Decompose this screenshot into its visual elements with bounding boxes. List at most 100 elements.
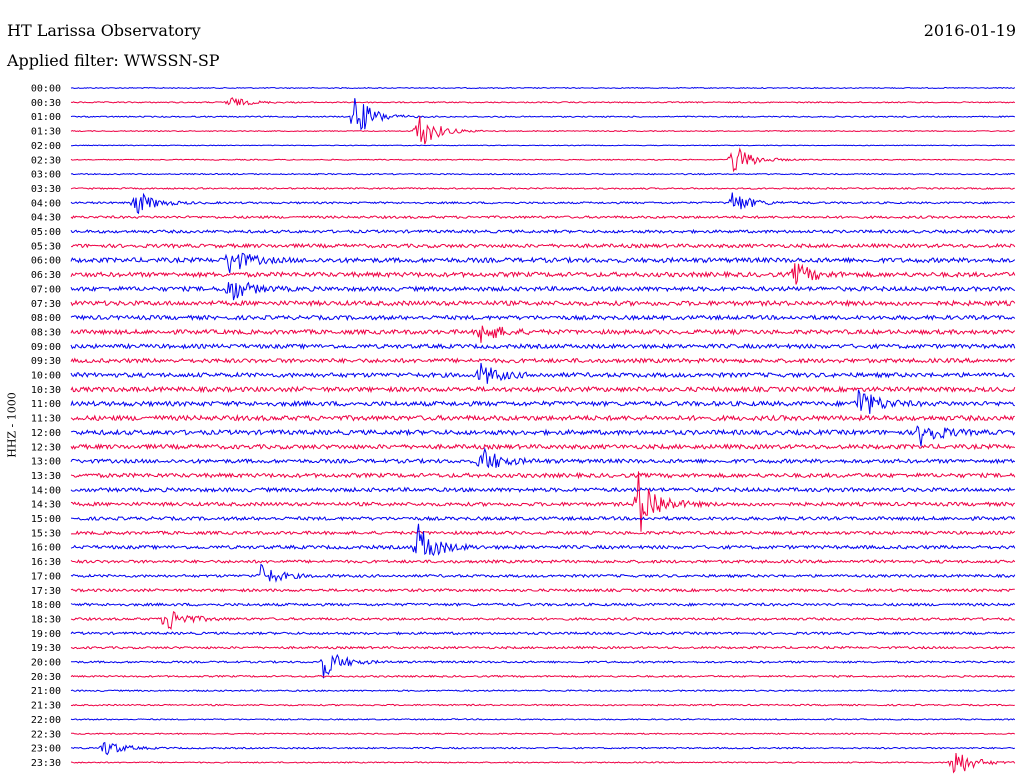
trace-0200 (71, 144, 1015, 147)
trace-1030 (70, 385, 1016, 394)
trace-0500 (70, 228, 1016, 235)
trace-2200 (70, 718, 1016, 721)
applied-filter-label: Applied filter: WWSSN-SP (7, 51, 220, 70)
trace-0030 (70, 97, 1016, 106)
trace-1630 (70, 559, 1016, 565)
row-time-label: 17:00 (31, 571, 61, 582)
trace-1900 (70, 631, 1015, 636)
time-tick-labels: 00:00 00:30 01:00 01:30 02:00 02:30 03:00 03:30… (31, 84, 61, 769)
row-time-label: 07:30 (31, 299, 61, 310)
row-time-label: 14:30 (31, 500, 61, 511)
row-time-label: 03:30 (31, 184, 61, 195)
trace-2000 (71, 653, 1015, 679)
row-time-label: 09:30 (31, 356, 61, 367)
trace-0430 (70, 214, 1016, 220)
row-time-label: 12:30 (31, 442, 61, 453)
trace-1500 (70, 515, 1016, 522)
observatory-title: HT Larissa Observatory (7, 21, 201, 40)
row-time-label: 23:00 (31, 744, 61, 755)
trace-2230 (70, 732, 1016, 735)
trace-0900 (70, 342, 1016, 350)
trace-0830 (70, 325, 1016, 343)
trace-0230 (70, 147, 1015, 173)
trace-2300 (70, 741, 1015, 756)
trace-2330 (70, 752, 1016, 774)
row-time-label: 08:30 (31, 327, 61, 338)
trace-0800 (70, 314, 1016, 322)
trace-0300 (70, 172, 1016, 176)
trace-0930 (70, 357, 1016, 365)
trace-1730 (70, 587, 1015, 593)
row-time-label: 10:30 (31, 385, 61, 396)
row-time-label: 07:00 (31, 284, 61, 295)
trace-1830 (70, 610, 1015, 631)
trace-1130 (70, 413, 1015, 422)
row-time-label: 14:00 (31, 485, 61, 496)
row-time-label: 18:00 (31, 600, 61, 611)
row-time-label: 11:30 (31, 414, 61, 425)
trace-1330 (70, 471, 1016, 480)
trace-0100 (70, 98, 1015, 131)
row-time-label: 13:00 (31, 457, 61, 468)
trace-0130 (70, 116, 1015, 145)
trace-0730 (70, 299, 1016, 308)
row-time-label: 12:00 (31, 428, 61, 439)
row-time-label: 08:00 (31, 313, 61, 324)
row-time-label: 23:30 (31, 758, 61, 769)
trace-0330 (70, 187, 1015, 190)
row-time-label: 20:00 (31, 658, 61, 669)
row-time-label: 19:30 (31, 643, 61, 654)
row-time-label: 01:30 (31, 127, 61, 138)
row-time-label: 09:00 (31, 342, 61, 353)
trace-1700 (70, 563, 1016, 583)
trace-1400 (70, 486, 1016, 493)
row-time-label: 05:00 (31, 227, 61, 238)
trace-1000 (70, 362, 1015, 384)
trace-0600 (70, 252, 1016, 274)
row-time-label: 17:30 (31, 586, 61, 597)
row-time-label: 06:00 (31, 256, 61, 267)
row-time-label: 03:00 (31, 170, 61, 181)
row-time-label: 16:30 (31, 557, 61, 568)
row-time-label: 04:30 (31, 213, 61, 224)
trace-0530 (71, 242, 1016, 249)
trace-0000 (70, 86, 1016, 90)
plot-date: 2016-01-19 (923, 21, 1016, 40)
row-time-label: 13:30 (31, 471, 61, 482)
row-time-label: 05:30 (31, 241, 61, 252)
trace-1600 (70, 523, 1016, 557)
row-time-label: 15:00 (31, 514, 61, 525)
row-time-label: 02:30 (31, 155, 61, 166)
row-time-label: 06:30 (31, 270, 61, 281)
row-time-label: 11:00 (31, 399, 61, 410)
row-time-label: 16:00 (31, 543, 61, 554)
trace-0400 (70, 192, 1015, 215)
row-time-label: 02:00 (31, 141, 61, 152)
row-time-label: 20:30 (31, 672, 61, 683)
row-time-label: 18:30 (31, 614, 61, 625)
trace-1300 (70, 447, 1016, 469)
row-time-label: 22:30 (31, 729, 61, 740)
row-time-label: 00:00 (31, 84, 61, 95)
trace-1930 (70, 645, 1016, 650)
trace-0630 (70, 263, 1016, 285)
trace-2130 (70, 703, 1015, 707)
trace-2030 (70, 674, 1015, 679)
row-time-label: 22:00 (31, 715, 61, 726)
trace-2100 (70, 689, 1015, 693)
row-time-label: 21:30 (31, 701, 61, 712)
seismogram-traces (70, 86, 1016, 774)
row-time-label: 04:00 (31, 198, 61, 209)
row-time-label: 10:00 (31, 371, 61, 382)
row-time-label: 19:00 (31, 629, 61, 640)
trace-1530 (70, 530, 1016, 536)
row-time-label: 21:00 (31, 686, 61, 697)
trace-1100 (70, 389, 1016, 414)
trace-1800 (70, 602, 1016, 607)
trace-1230 (70, 443, 1016, 451)
row-time-label: 01:00 (31, 112, 61, 123)
trace-1200 (70, 425, 1016, 447)
row-time-label: 15:30 (31, 528, 61, 539)
trace-1430 (70, 471, 1016, 532)
